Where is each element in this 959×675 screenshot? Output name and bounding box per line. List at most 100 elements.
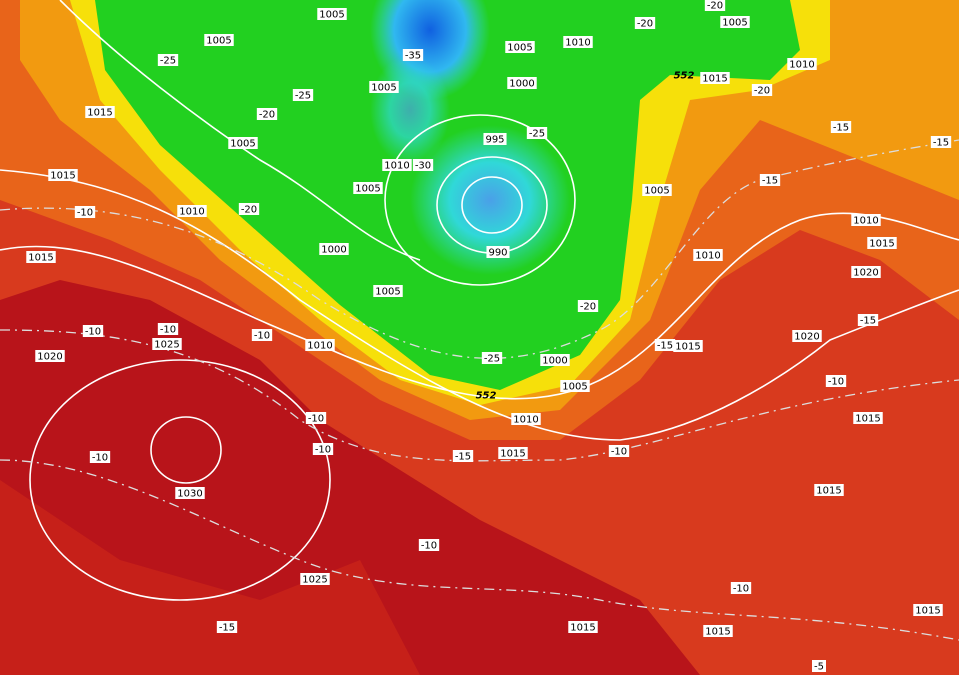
temperature-label: -10 <box>77 208 93 219</box>
temperature-label: -15 <box>833 123 849 134</box>
isobar-label: 1025 <box>154 340 179 351</box>
isobar-label-box <box>505 41 535 53</box>
isobar-label: 1015 <box>50 171 75 182</box>
temperature-label: -10 <box>611 447 627 458</box>
temperature-label-box <box>305 412 327 424</box>
isobar-label: 1020 <box>37 352 62 363</box>
isobar-label-box <box>693 249 723 261</box>
isobar-label: 1010 <box>179 207 204 218</box>
temperature-label-box <box>730 582 752 594</box>
temperature-label-box <box>418 539 440 551</box>
temperature-label: -25 <box>529 129 545 140</box>
temperature-label: -10 <box>308 414 324 425</box>
isobar-label-box <box>814 484 844 496</box>
contours <box>0 0 959 641</box>
temperature-label-box <box>312 443 334 455</box>
temperature-label-box <box>481 352 503 364</box>
isobar-label-box <box>317 8 347 20</box>
isobar-label: 1015 <box>675 342 700 353</box>
isobar-label: 1010 <box>565 38 590 49</box>
temperature-label-box <box>74 206 96 218</box>
temperature-label-box <box>402 49 424 61</box>
isobar-label: 1015 <box>915 606 940 617</box>
temperature-label: -10 <box>85 327 101 338</box>
temperature-label-box <box>751 84 773 96</box>
isobar-label: 1005 <box>507 43 532 54</box>
isobar-label: 1005 <box>562 382 587 393</box>
isobar-label: 1030 <box>177 489 202 500</box>
isobar-label: 1015 <box>702 74 727 85</box>
temperature-label-box <box>812 660 826 672</box>
isobar-label-box <box>175 487 205 499</box>
temperature-label: -25 <box>484 354 500 365</box>
isobar-label-box <box>498 447 528 459</box>
isobar-label-box <box>353 182 383 194</box>
temperature-label-box <box>157 54 179 66</box>
temperature-label: -20 <box>637 19 653 30</box>
isobar-label-box <box>673 340 703 352</box>
isobar-label-box <box>204 34 234 46</box>
isobar-label: 1020 <box>794 332 819 343</box>
temperature-label: -20 <box>259 110 275 121</box>
isobar-label-box <box>913 604 943 616</box>
isobar-label-box <box>305 339 335 351</box>
geopotential-label: 552 <box>476 391 497 402</box>
isobar-label-box <box>486 246 510 258</box>
isobar-label-box <box>540 354 570 366</box>
temperature-label: -15 <box>219 623 235 634</box>
temperature-label: -10 <box>733 584 749 595</box>
temperature-label-box <box>412 159 434 171</box>
temperature-label-box <box>256 108 278 120</box>
isobar-label-box <box>85 106 115 118</box>
temperature-label: -15 <box>933 138 949 149</box>
temperature-label: -10 <box>828 377 844 388</box>
isobar-label: 1010 <box>789 60 814 71</box>
isobar-label-box <box>703 625 733 637</box>
isobar-label: 1000 <box>542 356 567 367</box>
isobar-label: 1005 <box>644 186 669 197</box>
isobar-label-box <box>177 205 207 217</box>
temperature-label-box <box>89 451 111 463</box>
isobar-label-box <box>568 621 598 633</box>
temperature-label-box <box>216 621 238 633</box>
temperature-label: -25 <box>160 56 176 67</box>
isobar-label: 1015 <box>816 486 841 497</box>
isobar-label-box <box>228 137 258 149</box>
temperature-label-box <box>251 329 273 341</box>
temperature-label-box <box>292 89 314 101</box>
isobar-label: 1005 <box>230 139 255 150</box>
temperature-label-box <box>238 203 260 215</box>
temperature-label-box <box>654 339 676 351</box>
temperature-label: -25 <box>295 91 311 102</box>
temperature-label: -20 <box>707 1 723 12</box>
isobar-label-box <box>35 350 65 362</box>
isobar-label: 1015 <box>87 108 112 119</box>
isobar-label: 1005 <box>319 10 344 21</box>
isobar-label: 1010 <box>695 251 720 262</box>
isobar-label: 990 <box>488 248 507 259</box>
isobar-label-box <box>483 133 507 145</box>
isobar-label-box <box>373 285 403 297</box>
isobar-label: 1000 <box>509 79 534 90</box>
temperature-label: -30 <box>415 161 431 172</box>
isobar-label: 1015 <box>855 414 880 425</box>
isobar-label-box <box>792 330 822 342</box>
temperature-label-box <box>577 300 599 312</box>
isobar-label: 1005 <box>722 18 747 29</box>
temperature-label: -15 <box>657 341 673 352</box>
isobar-label: 1005 <box>375 287 400 298</box>
isobar-label: 1025 <box>302 575 327 586</box>
labels: 1005 1005 1005 1010 1005 1005 1000 1015 1010 1015… <box>26 0 952 673</box>
temperature-label-box <box>825 375 847 387</box>
isobar-label: 1010 <box>513 415 538 426</box>
temperature-label-box <box>157 323 179 335</box>
temperature-label: -35 <box>405 51 421 62</box>
isobar-label-box <box>853 412 883 424</box>
isobar-label-box <box>507 77 537 89</box>
temperature-label-box <box>634 17 656 29</box>
temperature-label: -15 <box>762 176 778 187</box>
isobar-label-box <box>720 16 750 28</box>
temperature-label: -10 <box>92 453 108 464</box>
isobar-label: 1015 <box>570 623 595 634</box>
